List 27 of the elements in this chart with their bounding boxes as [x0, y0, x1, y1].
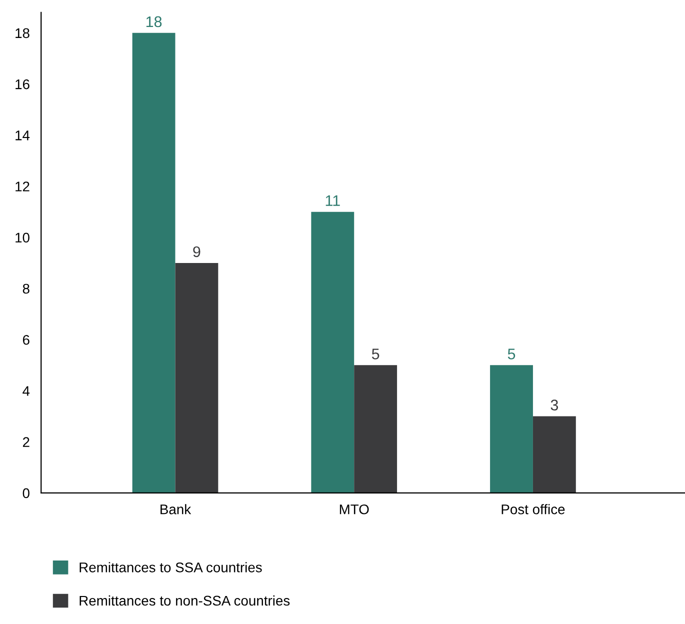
bar [354, 365, 398, 493]
data-label: 18 [146, 16, 162, 28]
y-tick-label: 16 [16, 79, 30, 90]
bar [532, 416, 576, 493]
y-tick-label: 14 [16, 130, 30, 140]
y-tick-label: 6 [22, 334, 30, 345]
x-tick-label: Post office [502, 504, 565, 514]
data-label: 3 [550, 400, 558, 410]
legend-label: Remittances to non-SSA countries [80, 595, 290, 606]
data-label: 5 [508, 348, 516, 360]
data-label: 5 [372, 348, 380, 360]
y-tick-label: 4 [22, 386, 30, 396]
y-tick-label: 0 [22, 488, 30, 498]
legend-label: Remittances to SSA countries [80, 562, 262, 572]
y-tick-label: 10 [16, 232, 30, 243]
data-label: 9 [193, 246, 200, 258]
y-tick-label: 2 [22, 437, 30, 447]
bar [175, 262, 218, 493]
y-tick-label: 18 [16, 28, 30, 38]
bar [490, 365, 533, 493]
x-tick-label: Bank [160, 504, 192, 514]
bar [132, 32, 176, 493]
y-tick-label: 12 [16, 182, 30, 192]
bar [311, 212, 354, 493]
x-tick-label: MTO [340, 504, 369, 514]
data-label: 11 [326, 195, 340, 206]
y-tick-label: 8 [22, 284, 30, 294]
